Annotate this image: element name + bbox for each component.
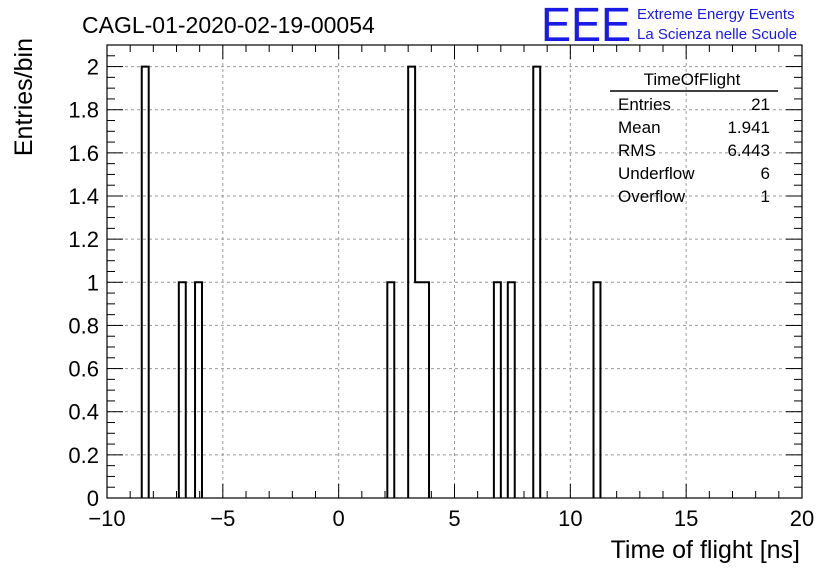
stat-label: RMS: [618, 141, 656, 160]
y-tick-label: 1.6: [68, 141, 99, 166]
y-tick-label: 0.4: [68, 400, 99, 425]
eee-logo-mark: EEE: [541, 0, 631, 52]
stat-label: Mean: [618, 118, 661, 137]
chart-title: CAGL-01-2020-02-19-00054: [82, 12, 375, 38]
x-tick-label: 5: [448, 506, 460, 531]
x-tick-label: −10: [88, 506, 125, 531]
y-tick-label: 2: [87, 55, 99, 80]
y-tick-label: 1.2: [68, 227, 99, 252]
stats-box: TimeOfFlight Entries 21 Mean 1.941 RMS 6…: [610, 70, 778, 206]
stats-title: TimeOfFlight: [644, 70, 741, 89]
y-tick-label: 1.4: [68, 184, 99, 209]
logo-line-1: Extreme Energy Events: [637, 6, 795, 23]
stat-value: 1.941: [727, 118, 770, 137]
logo-line-2: La Scienza nelle Scuole: [637, 26, 797, 43]
y-tick-label: 1.8: [68, 98, 99, 123]
x-axis-label: Time of flight [ns]: [611, 536, 800, 564]
axis-ticks: [106, 44, 803, 499]
y-tick-labels: 0 0.2 0.4 0.6 0.8 1 1.2 1.4 1.6 1.8 2: [68, 55, 99, 511]
y-tick-label: 0.6: [68, 357, 99, 382]
stat-value: 6: [761, 164, 770, 183]
y-tick-label: 0: [87, 486, 99, 511]
y-tick-label: 1: [87, 270, 99, 295]
x-tick-label: 20: [790, 506, 814, 531]
x-tick-label: 15: [674, 506, 698, 531]
stat-label: Entries: [618, 95, 671, 114]
x-tick-label: −5: [210, 506, 235, 531]
histogram-outline: [140, 65, 602, 498]
stats-rows: Entries 21 Mean 1.941 RMS 6.443 Underflo…: [618, 95, 770, 206]
stat-value: 6.443: [727, 141, 770, 160]
stat-label: Underflow: [618, 164, 695, 183]
y-tick-label: 0.2: [68, 443, 99, 468]
y-axis-label: Entries/bin: [10, 38, 38, 156]
x-tick-label: 10: [558, 506, 582, 531]
stat-value: 21: [751, 95, 770, 114]
stat-label: Overflow: [618, 187, 686, 206]
stat-value: 1: [761, 187, 770, 206]
eee-logo: EEE Extreme Energy Events La Scienza nel…: [541, 0, 797, 52]
grid-lines: [107, 45, 802, 498]
x-tick-labels: −10 −5 0 5 10 15 20: [88, 506, 814, 531]
y-tick-label: 0.8: [68, 313, 99, 338]
x-tick-label: 0: [333, 506, 345, 531]
